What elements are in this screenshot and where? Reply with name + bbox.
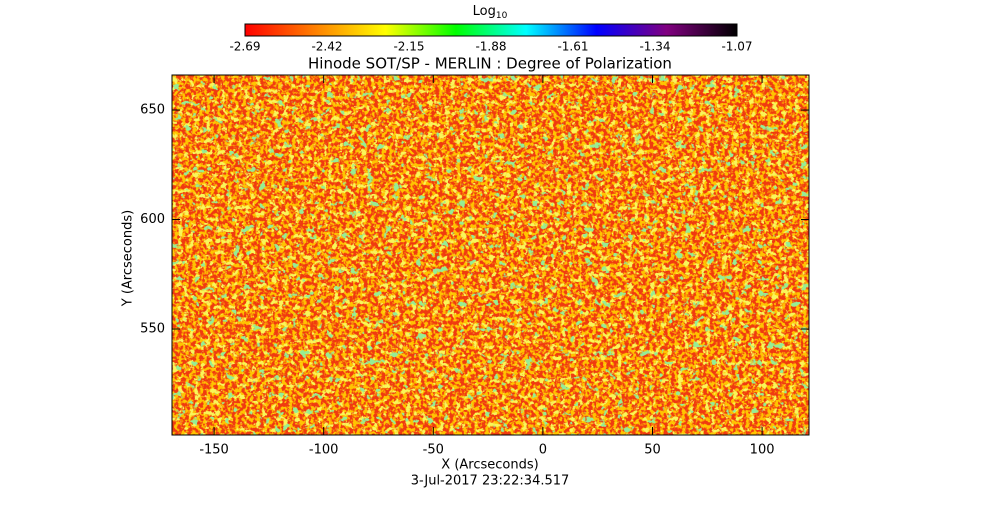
colorbar — [244, 23, 738, 37]
chart-title: Hinode SOT/SP - MERLIN : Degree of Polar… — [308, 55, 672, 73]
colorbar-tick-label: -1.34 — [639, 40, 670, 54]
heatmap-texture — [172, 75, 809, 435]
x-tick-label: 50 — [644, 443, 661, 458]
y-tick-label: 600 — [140, 212, 165, 227]
x-tick-label: -150 — [199, 443, 229, 458]
colorbar-label-sub: 10 — [496, 11, 508, 21]
heatmap — [172, 75, 809, 435]
y-axis-label: Y (Arcseconds) — [121, 210, 136, 307]
colorbar-tick-label: -2.15 — [393, 40, 424, 54]
date-label: 3-Jul-2017 23:22:34.517 — [411, 474, 570, 489]
colorbar-tick-label: -1.88 — [475, 40, 506, 54]
colorbar-tick-label: -2.69 — [229, 40, 260, 54]
x-tick-label: -50 — [423, 443, 444, 458]
y-tick-label: 650 — [140, 103, 165, 118]
plot-frame — [171, 74, 810, 436]
colorbar-label-main: Log — [473, 4, 496, 19]
x-tick-label: 0 — [539, 443, 547, 458]
x-tick-label: 100 — [750, 443, 775, 458]
x-tick-label: -100 — [309, 443, 339, 458]
x-axis-label: X (Arcseconds) — [441, 458, 538, 473]
colorbar-tick-label: -2.42 — [311, 40, 342, 54]
y-tick-label: 550 — [140, 322, 165, 337]
colorbar-tick-label: -1.61 — [557, 40, 588, 54]
colorbar-tick-label: -1.07 — [721, 40, 752, 54]
colorbar-label: Log10 — [473, 4, 508, 21]
